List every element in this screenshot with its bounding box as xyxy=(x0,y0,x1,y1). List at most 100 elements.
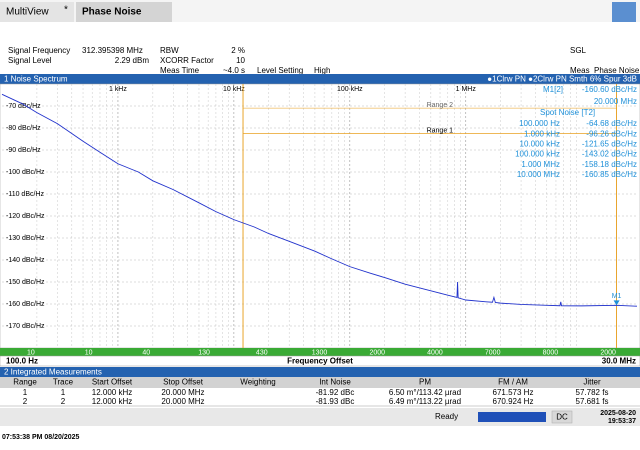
marker-freq: 20.000 MHz xyxy=(594,97,637,106)
value: ~4.0 s xyxy=(223,66,245,75)
date: 2025-08-20 xyxy=(600,410,636,417)
segment-points: 40 xyxy=(142,349,150,356)
cell: -81.93 dBc xyxy=(316,397,355,406)
segment-points: 10 xyxy=(85,349,93,356)
tab-label: MultiView xyxy=(6,7,49,18)
label: XCORR Factor xyxy=(160,56,214,65)
time: 19:53:37 xyxy=(608,418,636,425)
segment-points: 8000 xyxy=(543,349,559,356)
cell: 2 xyxy=(61,397,66,406)
label: Signal Level xyxy=(8,56,52,65)
logo xyxy=(612,2,636,24)
range-label: Range 2 xyxy=(427,102,454,109)
column-header: FM / AM xyxy=(498,378,528,387)
spot-level: -121.65 dBc/Hz xyxy=(582,140,637,149)
spot-offset: 100.000 kHz xyxy=(515,150,560,159)
column-header: Stop Offset xyxy=(163,378,204,387)
segment-points: 130 xyxy=(198,349,210,356)
cell: 1 xyxy=(61,388,66,397)
coupling: DC xyxy=(556,413,568,422)
column-header: Start Offset xyxy=(92,378,133,387)
window-title-bar xyxy=(0,74,640,84)
cell: 20.000 MHz xyxy=(161,388,204,397)
spot-offset: 10.000 MHz xyxy=(517,170,560,179)
plot: 1 kHz 10 kHz 100 kHz 1 MHz -70 dBc/Hz -80 dBc… xyxy=(1,84,638,348)
table: Range Trace Start Offset Stop Offset Weighti… xyxy=(0,378,640,407)
segment-points: 430 xyxy=(256,349,268,356)
axis-label: Frequency Offset xyxy=(287,357,353,366)
label: RBW xyxy=(160,46,179,55)
column-header: Weighting xyxy=(240,378,275,387)
y-tick-label: -120 dBc/Hz xyxy=(6,213,45,220)
marker-readout: M1[2] xyxy=(543,85,563,94)
progress xyxy=(478,412,546,422)
column-header: Trace xyxy=(53,378,74,387)
y-tick-label: -150 dBc/Hz xyxy=(6,279,45,286)
y-tick-label: -160 dBc/Hz xyxy=(6,301,45,308)
tab-indicator: * xyxy=(64,5,68,16)
y-tick-label: -90 dBc/Hz xyxy=(6,147,41,154)
y-tick-label: -140 dBc/Hz xyxy=(6,257,45,264)
label: Meas Time xyxy=(160,66,200,75)
trace-info: ●1Clrw PN ●2Clrw PN Smth 6% Spur 3dB xyxy=(487,75,637,84)
spot-offset: 1.000 MHz xyxy=(521,160,560,169)
x-axis-bar xyxy=(0,355,640,367)
cell: -81.92 dBc xyxy=(316,388,355,397)
range-label: Range 1 xyxy=(427,127,454,134)
column-header: Range xyxy=(13,378,37,387)
cell: 57.782 fs xyxy=(576,388,609,397)
spot-noise-title: Spot Noise [T2] xyxy=(540,108,595,117)
spot-level: -96.26 dBc/Hz xyxy=(586,129,637,138)
y-tick-label: -100 dBc/Hz xyxy=(6,169,45,176)
x-tick-label: 1 MHz xyxy=(456,86,477,93)
cell: 670.924 Hz xyxy=(493,397,534,406)
start-label: 100.0 Hz xyxy=(6,357,38,366)
timestamp: 07:53:38 PM 08/20/2025 xyxy=(2,434,80,441)
stop-label: 30.0 MHz xyxy=(602,357,636,366)
cell: 671.573 Hz xyxy=(493,388,534,397)
y-tick-label: -80 dBc/Hz xyxy=(6,125,41,132)
cell: 12.000 kHz xyxy=(92,397,132,406)
window-title-bar xyxy=(0,367,640,377)
cell: 12.000 kHz xyxy=(92,388,132,397)
progress-bar xyxy=(478,412,546,422)
y-tick-label: -170 dBc/Hz xyxy=(6,323,45,330)
spot-offset: 100.000 Hz xyxy=(519,119,560,128)
cell: 6.49 m°/113.22 µrad xyxy=(389,397,461,406)
y-tick-label: -70 dBc/Hz xyxy=(6,103,41,110)
segment-points: 4000 xyxy=(427,349,443,356)
tab-label: Phase Noise xyxy=(82,7,142,18)
column-header: Jitter xyxy=(583,378,601,387)
tab[interactable] xyxy=(76,2,172,22)
segment-points: 2000 xyxy=(600,349,616,356)
coupling-box[interactable] xyxy=(551,410,573,424)
spot-level: -158.18 dBc/Hz xyxy=(582,160,637,169)
x-tick-label: 10 kHz xyxy=(223,86,245,93)
tab[interactable] xyxy=(0,2,74,22)
marker xyxy=(613,300,620,306)
value: 10 xyxy=(236,56,245,65)
segments: 10 10 40 130 430 1300 2000 4000 7000 8000 2000 xyxy=(27,349,616,356)
segment-points: 7000 xyxy=(485,349,501,356)
value: High xyxy=(314,66,330,75)
spot-level: -160.85 dBc/Hz xyxy=(582,170,637,179)
window-title: 2 Integrated Measurements xyxy=(4,368,102,377)
sweep-mode: SGL xyxy=(570,46,587,55)
cell: 6.50 m°/113.42 µrad xyxy=(389,388,461,397)
segment-points: 1300 xyxy=(312,349,328,356)
spot-level: -143.02 dBc/Hz xyxy=(582,150,637,159)
cell: 20.000 MHz xyxy=(161,397,204,406)
spot-offset: 1.000 kHz xyxy=(524,129,560,138)
value: Phase Noise xyxy=(594,66,640,75)
spot-offset: 10.000 kHz xyxy=(520,140,560,149)
label: Level Setting xyxy=(257,66,303,75)
value: 2 % xyxy=(231,46,245,55)
value: 2.29 dBm xyxy=(115,56,150,65)
spot-level: -64.68 dBc/Hz xyxy=(586,119,637,128)
status: Ready xyxy=(435,412,458,421)
x-tick-label: 1 kHz xyxy=(109,86,127,93)
segment-points: 2000 xyxy=(369,349,385,356)
value: 312.395398 MHz xyxy=(82,46,143,55)
